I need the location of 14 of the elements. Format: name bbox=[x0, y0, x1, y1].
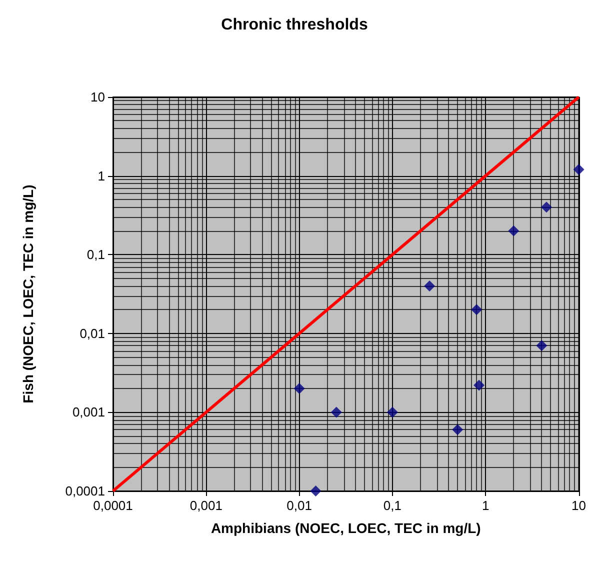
y-tick-label: 0,1 bbox=[86, 247, 105, 262]
y-axis-title: Fish (NOEC, LOEC, TEC in mg/L) bbox=[20, 184, 36, 404]
x-tick-label: 0,01 bbox=[286, 498, 312, 513]
x-tick-label: 10 bbox=[572, 498, 586, 513]
x-tick-label: 0,001 bbox=[190, 498, 222, 513]
x-tick-label: 0,1 bbox=[383, 498, 402, 513]
y-tick-label: 0,01 bbox=[80, 326, 105, 341]
y-tick-label: 10 bbox=[90, 90, 105, 104]
y-tick-label: 1 bbox=[98, 168, 105, 184]
x-axis-title: Amphibians (NOEC, LOEC, TEC in mg/L) bbox=[210, 520, 481, 536]
x-tick-label: 1 bbox=[482, 498, 490, 513]
chart-title: Chronic thresholds bbox=[221, 16, 368, 34]
y-tick-label: 0,0001 bbox=[65, 484, 105, 498]
y-tick-label: 0,001 bbox=[72, 404, 105, 420]
